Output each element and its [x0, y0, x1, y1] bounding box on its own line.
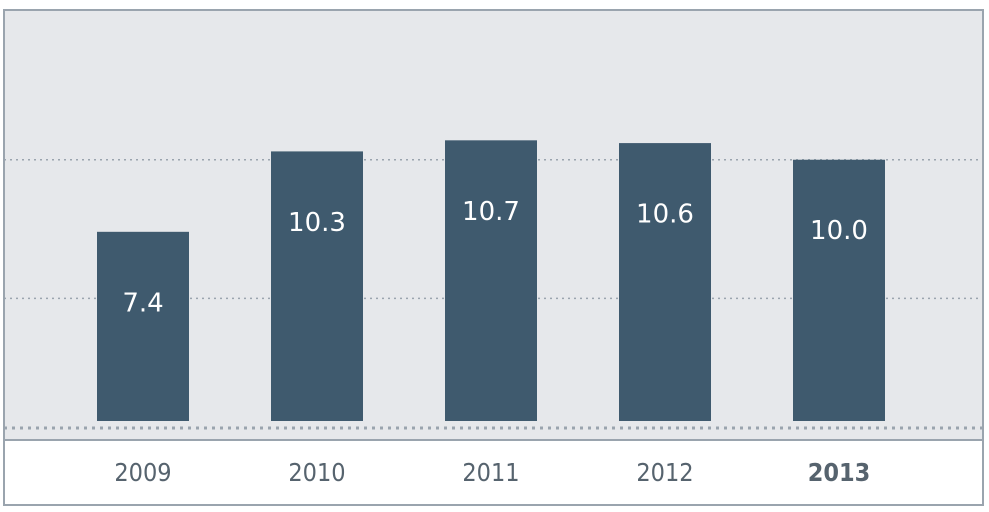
- value-label: 10.3: [288, 208, 346, 238]
- x-tick-label: 2010: [288, 458, 345, 487]
- bar: [97, 231, 189, 421]
- x-tick-label: 2013: [808, 458, 871, 487]
- bar: [619, 143, 711, 421]
- value-label: 10.6: [636, 200, 694, 230]
- value-label: 10.7: [462, 197, 520, 227]
- x-tick-label: 2011: [462, 458, 519, 487]
- x-tick-label: 2012: [636, 458, 693, 487]
- bar: [445, 140, 537, 421]
- bar: [271, 151, 363, 421]
- x-tick-label: 2009: [114, 458, 171, 487]
- bar: [793, 159, 885, 421]
- value-label: 7.4: [122, 288, 163, 318]
- frame: [3, 9, 984, 506]
- value-label: 10.0: [810, 216, 868, 246]
